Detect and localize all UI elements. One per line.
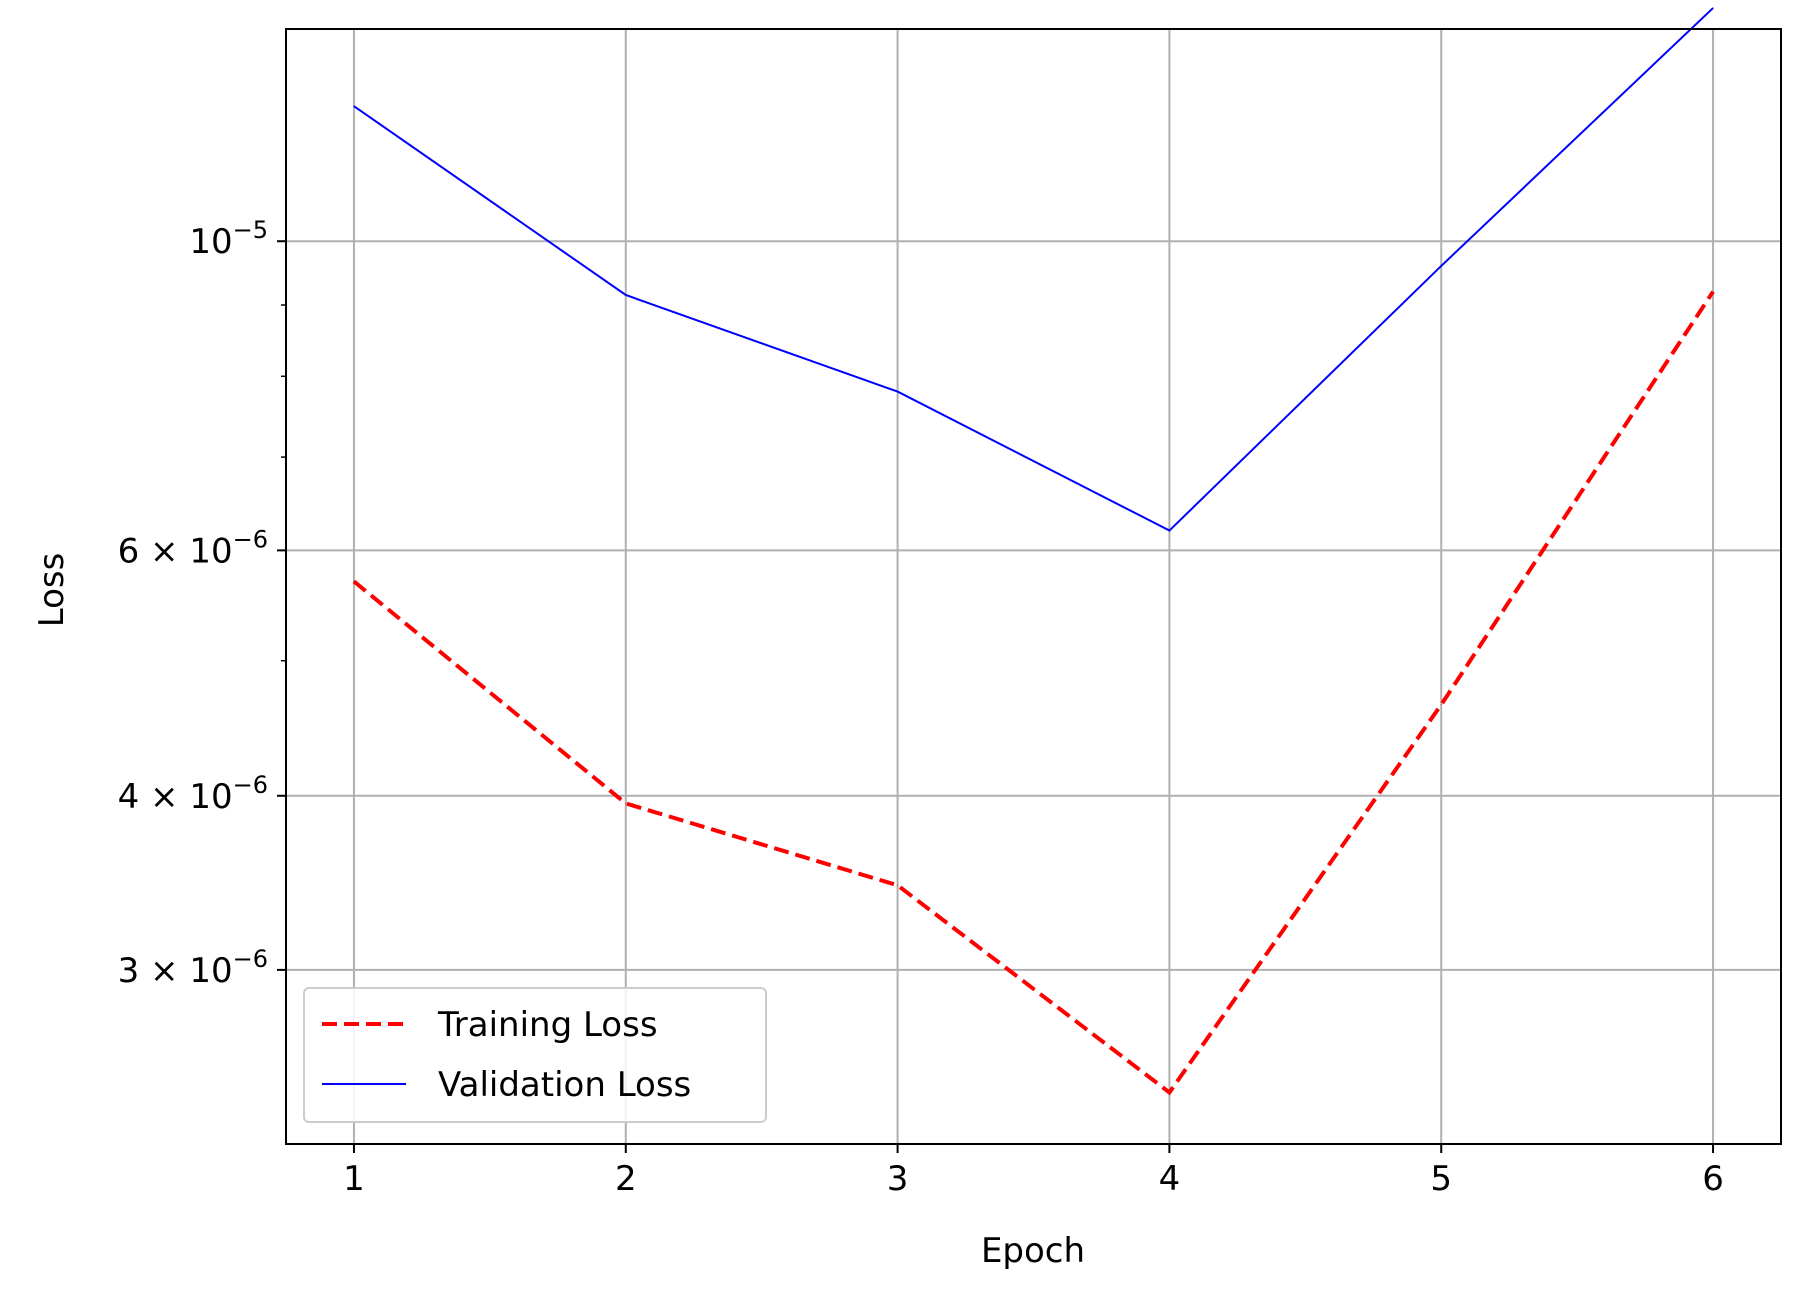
training-loss-point bbox=[1168, 1091, 1170, 1093]
x-tick-label: 2 bbox=[615, 1159, 637, 1199]
y-tick-label: 10−5 bbox=[189, 216, 268, 262]
training-loss-point bbox=[897, 884, 899, 886]
x-tick-label: 3 bbox=[887, 1159, 909, 1199]
x-axis-label: Epoch bbox=[981, 1231, 1085, 1271]
legend-label-training-loss: Training Loss bbox=[437, 1005, 658, 1045]
legend-box bbox=[303, 987, 767, 1123]
legend-label-validation-loss: Validation Loss bbox=[438, 1065, 691, 1105]
y-tick-label: 6 × 10−6 bbox=[118, 525, 268, 571]
ticks-layer: 1 2 3 4 5 6 10−5 6 × 10−6 4 × 10−6 3 × 10−6 bbox=[118, 216, 1724, 1199]
validation-loss-point bbox=[897, 391, 899, 393]
validation-loss-point bbox=[353, 105, 355, 107]
validation-loss-point bbox=[1440, 265, 1442, 267]
legend: Training Loss Validation Loss bbox=[303, 987, 767, 1123]
training-loss-point bbox=[625, 802, 627, 804]
validation-loss-point bbox=[625, 294, 627, 296]
y-tick-label: 4 × 10−6 bbox=[118, 771, 268, 817]
y-tick-label: 3 × 10−6 bbox=[118, 945, 268, 991]
validation-loss-point bbox=[1168, 530, 1170, 532]
x-tick-label: 6 bbox=[1702, 1159, 1724, 1199]
validation-loss-point bbox=[1712, 7, 1714, 9]
validation-loss-line bbox=[353, 7, 1714, 532]
series-layer bbox=[352, 7, 1715, 1096]
training-loss-point bbox=[1712, 291, 1714, 293]
training-loss-point bbox=[353, 580, 355, 582]
y-axis-label: Loss bbox=[32, 553, 72, 628]
plot-frame bbox=[285, 28, 1782, 1145]
x-tick-label: 4 bbox=[1159, 1159, 1181, 1199]
x-tick-label: 1 bbox=[343, 1159, 365, 1199]
x-tick-label: 5 bbox=[1430, 1159, 1452, 1199]
grid-layer bbox=[286, 29, 1781, 1144]
training-loss-line bbox=[352, 290, 1715, 1096]
training-loss-point bbox=[1440, 704, 1442, 706]
